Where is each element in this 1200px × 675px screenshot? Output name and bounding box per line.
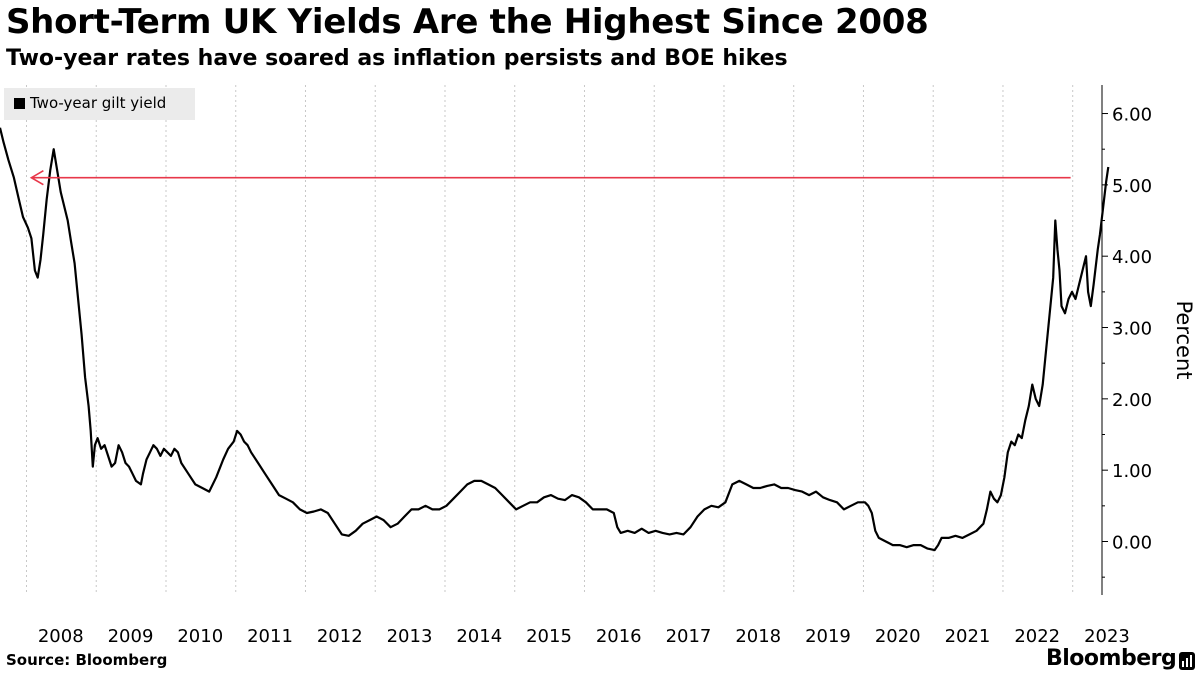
x-tick-label-2018: 2018 xyxy=(735,626,781,647)
bloomberg-terminal-icon xyxy=(1179,652,1195,670)
annotation-arrow-head-0 xyxy=(29,170,44,186)
y-tick-label-0.00: 0.00 xyxy=(1112,533,1152,554)
x-tick-label-2022: 2022 xyxy=(1014,626,1060,647)
chart-title: Short-Term UK Yields Are the Highest Sin… xyxy=(6,2,929,42)
series-group xyxy=(0,127,1110,552)
x-tick-label-2016: 2016 xyxy=(596,626,642,647)
y-tick-label-2.00: 2.00 xyxy=(1112,390,1152,411)
x-tick-label-2010: 2010 xyxy=(177,626,223,647)
y-tick-label-6.00: 6.00 xyxy=(1112,105,1152,126)
legend-swatch-two-year-gilt-yield xyxy=(14,98,25,109)
y-tick-label-5.00: 5.00 xyxy=(1112,176,1152,197)
x-tick-label-2008: 2008 xyxy=(38,626,84,647)
y-axis-title: Percent xyxy=(1172,300,1196,379)
x-tick-label-2017: 2017 xyxy=(666,626,712,647)
x-tick-label-2020: 2020 xyxy=(875,626,921,647)
source-note: Source: Bloomberg xyxy=(6,651,168,669)
legend: Two-year gilt yield xyxy=(4,88,195,120)
y-tick-label-3.00: 3.00 xyxy=(1112,319,1152,340)
annotation-group xyxy=(29,170,1071,186)
x-tick-label-2021: 2021 xyxy=(945,626,991,647)
x-grid-lines xyxy=(26,85,1074,595)
x-tick-label-2015: 2015 xyxy=(526,626,572,647)
x-tick-label-2009: 2009 xyxy=(108,626,154,647)
x-tick-label-2014: 2014 xyxy=(456,626,502,647)
x-tick-label-2011: 2011 xyxy=(247,626,293,647)
y-tick-label-4.00: 4.00 xyxy=(1112,247,1152,268)
x-tick-label-2023: 2023 xyxy=(1084,626,1130,647)
y-tick-label-1.00: 1.00 xyxy=(1112,461,1152,482)
series-line-0 xyxy=(0,127,1110,552)
x-tick-label-2019: 2019 xyxy=(805,626,851,647)
legend-label-two-year-gilt-yield: Two-year gilt yield xyxy=(30,94,167,112)
x-tick-label-2012: 2012 xyxy=(317,626,363,647)
y-axis: 0.00 1.00 2.00 3.00 4.00 5.00 6.00 xyxy=(1101,85,1152,595)
chart-subtitle: Two-year rates have soared as inflation … xyxy=(6,46,788,71)
x-axis: 2008 2009 2010 2011 2012 2013 2014 2015 2016 2017… xyxy=(38,626,1130,647)
x-tick-label-2013: 2013 xyxy=(387,626,433,647)
brand-logo: Bloomberg xyxy=(1046,646,1177,671)
